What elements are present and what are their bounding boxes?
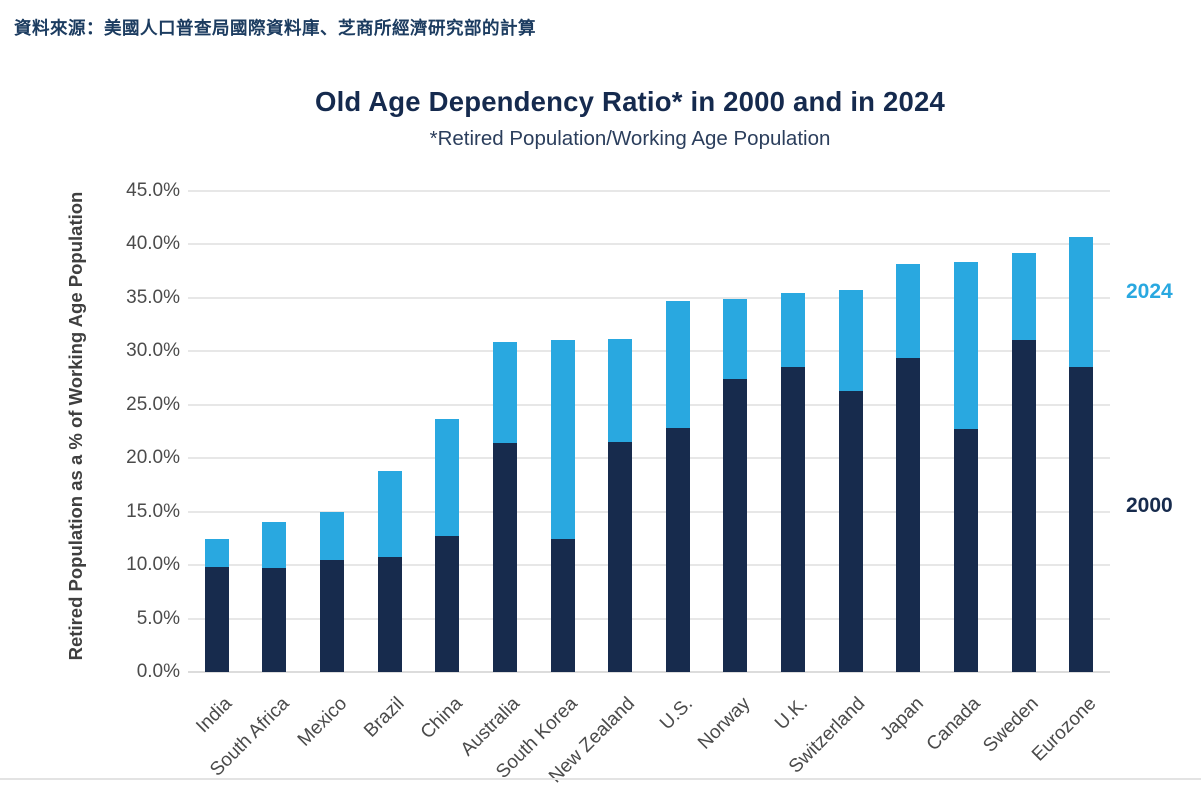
bar-2000 — [550, 539, 575, 672]
x-axis-label: Japan — [875, 693, 928, 745]
bar-2000 — [896, 357, 921, 672]
bar-2000 — [953, 429, 978, 672]
y-tick-label: 25.0% — [126, 393, 180, 415]
y-tick-label: 20.0% — [126, 447, 180, 469]
bottom-divider — [0, 778, 1201, 780]
source-attribution-text: 資料來源：美國人口普查局國際資料庫、芝商所經濟研究部的計算 — [14, 18, 536, 38]
x-axis-label: Canada — [923, 693, 986, 756]
chart-subtitle: *Retired Population/Working Age Populati… — [429, 127, 831, 150]
x-axis-labels: India South Africa Mexico Brazil China Austra… — [188, 676, 1110, 787]
bar-2000 — [781, 367, 806, 672]
gridline — [188, 564, 1110, 567]
bar-2000 — [204, 567, 229, 672]
bar-2000 — [723, 379, 748, 672]
gridline — [188, 510, 1110, 513]
bar-2000 — [377, 556, 402, 672]
gridline — [188, 190, 1110, 192]
y-tick-label: 35.0% — [126, 286, 180, 308]
y-tick-label: 5.0% — [136, 607, 180, 629]
x-axis-label: India — [191, 693, 236, 738]
gridline — [188, 243, 1110, 246]
chart-header: Old Age Dependency Ratio* in 2000 and in… — [110, 86, 1150, 151]
gridline — [188, 403, 1110, 406]
y-tick-label: 15.0% — [126, 500, 180, 522]
y-tick-label: 45.0% — [126, 180, 180, 201]
legend-2000: 2000 — [1126, 494, 1173, 517]
bar-2000 — [435, 536, 460, 672]
gridline — [188, 350, 1110, 353]
y-tick-label: 30.0% — [126, 340, 180, 362]
gridline — [188, 617, 1110, 620]
x-axis-line — [188, 671, 1110, 673]
x-axis-label: U.K. — [771, 693, 813, 735]
bar-2000 — [320, 559, 345, 672]
x-axis-label: Norway — [694, 693, 755, 754]
gridline — [188, 296, 1110, 299]
chart-title: Old Age Dependency Ratio* in 2000 and in… — [315, 86, 945, 117]
bar-2000 — [1011, 339, 1036, 672]
bar-2000 — [838, 390, 863, 672]
x-axis-label: U.S. — [655, 693, 697, 735]
x-axis-label: Mexico — [293, 693, 352, 751]
bar-2000 — [492, 443, 517, 672]
x-axis-label: Brazil — [360, 693, 409, 742]
y-axis-tick-labels: 45.0% 40.0% 35.0% 30.0% 25.0% 20.0% 15.0% 10.0%… — [56, 180, 180, 682]
bar-2000 — [262, 568, 287, 672]
bar-2000 — [608, 442, 633, 672]
legend-2024: 2024 — [1126, 280, 1173, 303]
x-axis-label: China — [416, 693, 467, 744]
plot-area — [188, 190, 1110, 673]
y-tick-label: 10.0% — [126, 554, 180, 576]
y-tick-label: 40.0% — [126, 233, 180, 255]
gridline — [188, 457, 1110, 460]
bar-2000 — [1069, 367, 1094, 672]
bar-2000 — [665, 428, 690, 672]
y-tick-label: 0.0% — [136, 661, 180, 682]
